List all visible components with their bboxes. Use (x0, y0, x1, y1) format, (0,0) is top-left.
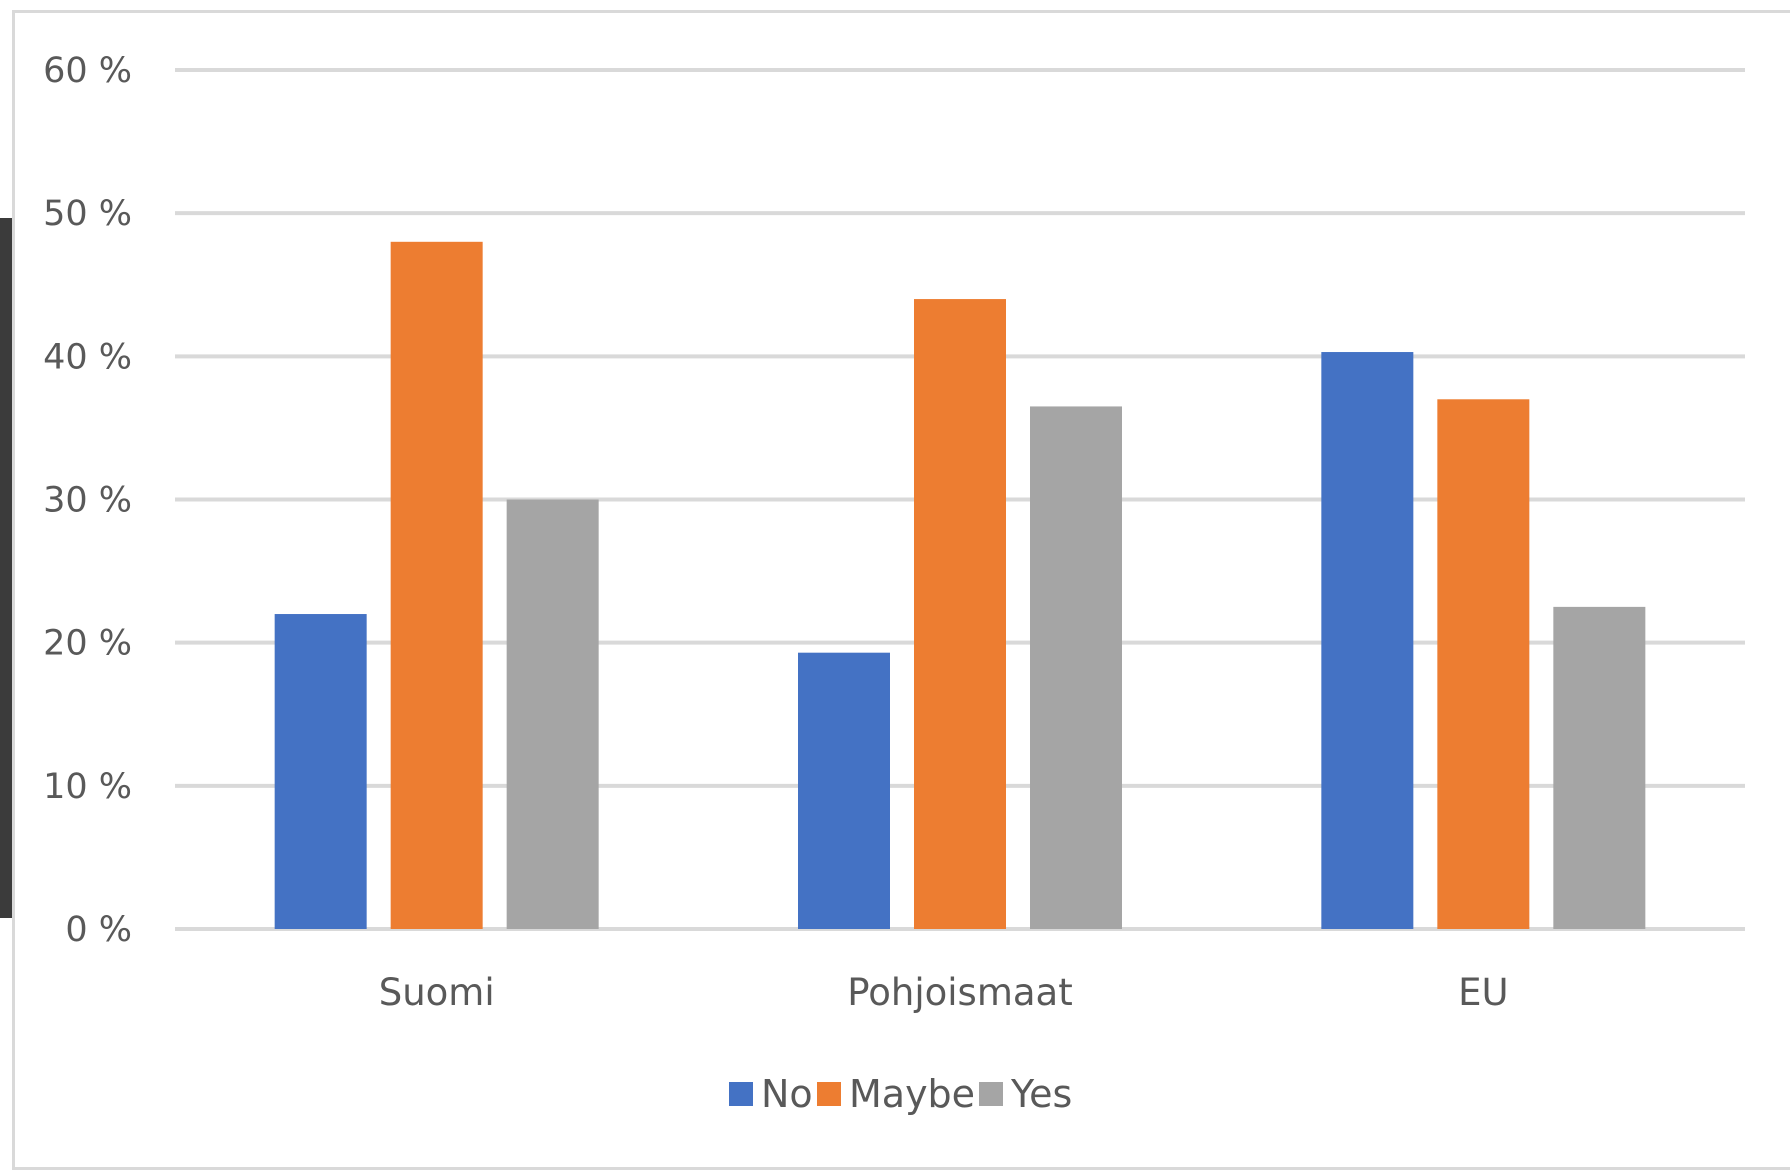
y-tick-label: 30 % (43, 481, 132, 521)
y-tick-label: 40 % (43, 337, 132, 377)
x-category-label: EU (1458, 971, 1508, 1014)
y-axis-tick-labels: 0 % 10 % 20 % 30 % 40 % 50 % 60 % (43, 51, 132, 950)
legend-label-no: No (761, 1072, 813, 1116)
y-tick-label: 60 % (43, 51, 132, 91)
y-tick-label: 0 % (65, 910, 132, 950)
bar-yes-eu (1553, 606, 1646, 929)
bar-yes-pohjoismaat (1030, 406, 1122, 930)
x-category-label: Suomi (379, 971, 495, 1014)
y-tick-label: 10 % (43, 767, 132, 807)
side-strip (0, 218, 12, 918)
bar-no-suomi (274, 614, 367, 929)
y-tick-label: 50 % (43, 194, 132, 234)
bar-maybe-eu (1437, 399, 1530, 929)
bar-maybe-suomi (390, 241, 483, 930)
bar-maybe-pohjoismaat (914, 299, 1006, 930)
legend-swatch-no (729, 1082, 753, 1106)
legend: No Maybe Yes (729, 1072, 1072, 1116)
x-axis-category-labels: Suomi Pohjoismaat EU (379, 971, 1509, 1014)
bar-no-eu (1321, 352, 1414, 929)
bar-yes-suomi (506, 499, 599, 929)
x-category-label: Pohjoismaat (847, 971, 1072, 1014)
legend-swatch-maybe (817, 1082, 841, 1106)
bars (274, 241, 1646, 930)
legend-swatch-yes (979, 1082, 1003, 1106)
legend-label-yes: Yes (1010, 1072, 1072, 1116)
bar-no-pohjoismaat (798, 652, 890, 929)
y-tick-label: 20 % (43, 624, 132, 664)
legend-label-maybe: Maybe (849, 1072, 975, 1116)
